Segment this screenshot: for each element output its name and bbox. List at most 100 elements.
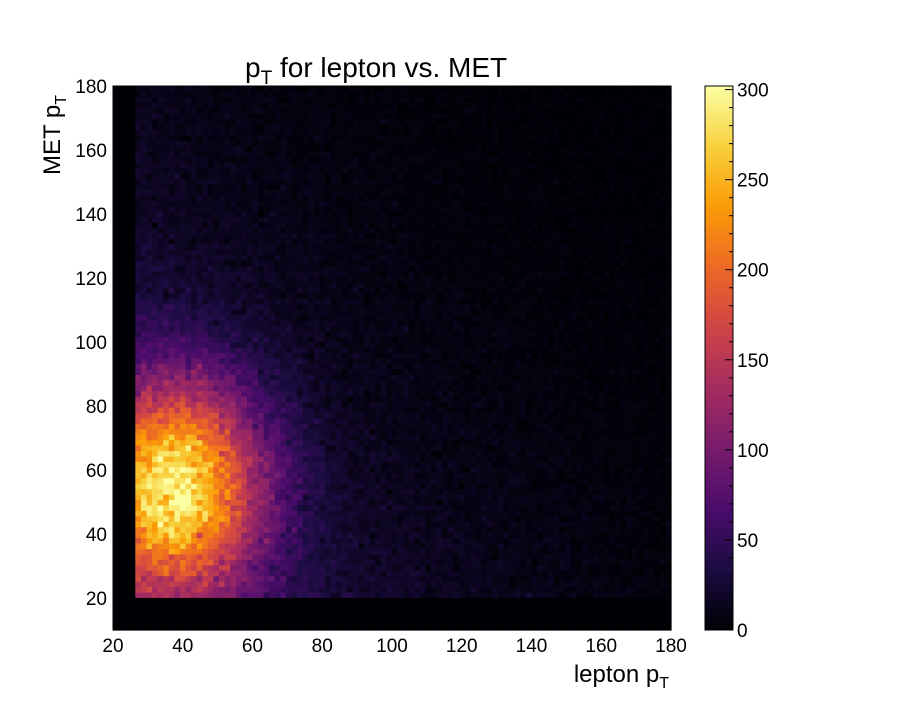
heatmap-cell bbox=[269, 281, 276, 288]
heatmap-cell bbox=[325, 211, 332, 218]
heatmap-cell bbox=[135, 194, 142, 201]
heatmap-cell bbox=[152, 96, 159, 103]
heatmap-cell bbox=[258, 608, 265, 615]
heatmap-cell bbox=[191, 591, 198, 598]
heatmap-cell bbox=[140, 581, 148, 588]
heatmap-cell bbox=[235, 205, 242, 212]
heatmap-cell bbox=[369, 86, 376, 93]
heatmap-cell bbox=[330, 129, 337, 136]
heatmap-cell bbox=[330, 243, 337, 250]
heatmap-cell bbox=[219, 553, 226, 560]
heatmap-cell bbox=[219, 591, 226, 598]
heatmap-cell bbox=[135, 499, 142, 506]
heatmap-cell bbox=[241, 194, 248, 201]
heatmap-cell bbox=[191, 532, 198, 539]
heatmap-cell bbox=[263, 319, 270, 326]
heatmap-cell bbox=[347, 466, 354, 473]
heatmap-cell bbox=[129, 216, 136, 223]
heatmap-cell bbox=[135, 570, 142, 577]
heatmap-cell bbox=[235, 173, 242, 180]
heatmap-cell bbox=[113, 189, 120, 196]
heatmap-cell bbox=[285, 537, 293, 544]
heatmap-cell bbox=[386, 281, 393, 288]
heatmap-cell bbox=[113, 597, 120, 604]
heatmap-cell bbox=[246, 575, 254, 582]
heatmap-cell bbox=[302, 200, 309, 207]
heatmap-cell bbox=[252, 363, 259, 370]
heatmap-cell bbox=[263, 575, 270, 582]
heatmap-cell bbox=[224, 352, 231, 359]
heatmap-cell bbox=[129, 205, 136, 212]
heatmap-cell bbox=[358, 515, 365, 522]
heatmap-cell bbox=[297, 510, 304, 517]
heatmap-cell bbox=[224, 298, 231, 305]
heatmap-cell bbox=[358, 145, 365, 152]
heatmap-cell bbox=[157, 341, 164, 348]
heatmap-cell bbox=[302, 586, 309, 593]
heatmap-cell bbox=[124, 504, 131, 511]
heatmap-cell bbox=[258, 548, 265, 555]
heatmap-cell bbox=[246, 238, 254, 245]
heatmap-cell bbox=[146, 118, 153, 125]
heatmap-cell bbox=[152, 140, 159, 147]
heatmap-cell bbox=[174, 91, 181, 98]
heatmap-cell bbox=[274, 227, 281, 234]
heatmap-cell bbox=[224, 140, 231, 147]
heatmap-cell bbox=[263, 570, 270, 577]
heatmap-cell bbox=[163, 591, 170, 598]
heatmap-cell bbox=[191, 292, 198, 299]
heatmap-cell bbox=[213, 586, 220, 593]
heatmap-cell bbox=[252, 167, 259, 174]
heatmap-cell bbox=[163, 309, 170, 316]
heatmap-cell bbox=[157, 227, 164, 234]
heatmap-cell bbox=[174, 205, 181, 212]
heatmap-cell bbox=[269, 412, 276, 419]
heatmap-cell bbox=[380, 167, 388, 174]
heatmap-cell bbox=[168, 542, 175, 549]
heatmap-cell bbox=[196, 162, 203, 169]
heatmap-cell bbox=[129, 140, 136, 147]
heatmap-cell bbox=[319, 510, 326, 517]
heatmap-cell bbox=[297, 602, 304, 609]
heatmap-cell bbox=[285, 455, 293, 462]
heatmap-cell bbox=[124, 309, 131, 316]
heatmap-cell bbox=[325, 406, 332, 413]
heatmap-cell bbox=[252, 216, 259, 223]
heatmap-cell bbox=[196, 178, 203, 185]
heatmap-cell bbox=[219, 455, 226, 462]
heatmap-cell bbox=[179, 249, 187, 256]
heatmap-cell bbox=[313, 374, 321, 381]
heatmap-cell bbox=[347, 183, 354, 190]
heatmap-cell bbox=[140, 542, 148, 549]
heatmap-cell bbox=[124, 173, 131, 180]
heatmap-cell bbox=[364, 385, 371, 392]
heatmap-cell bbox=[129, 167, 136, 174]
heatmap-cell bbox=[146, 542, 153, 549]
heatmap-cell bbox=[196, 532, 203, 539]
heatmap-cell bbox=[185, 107, 192, 114]
heatmap-cell bbox=[297, 314, 304, 321]
heatmap-cell bbox=[118, 499, 125, 506]
heatmap-cell bbox=[241, 368, 248, 375]
heatmap-cell bbox=[113, 521, 120, 528]
heatmap-cell bbox=[152, 281, 159, 288]
heatmap-cell bbox=[118, 292, 125, 299]
heatmap-cell bbox=[269, 254, 276, 261]
heatmap-cell bbox=[269, 124, 276, 131]
heatmap-cell bbox=[269, 270, 276, 277]
heatmap-cell bbox=[219, 466, 226, 473]
heatmap-cell bbox=[263, 379, 270, 386]
heatmap-cell bbox=[235, 434, 242, 441]
heatmap-cell bbox=[246, 102, 254, 109]
heatmap-cell bbox=[230, 232, 237, 239]
heatmap-cell bbox=[157, 129, 164, 136]
heatmap-cell bbox=[113, 107, 120, 114]
heatmap-cell bbox=[285, 483, 293, 490]
heatmap-cell bbox=[313, 564, 321, 571]
heatmap-cell bbox=[352, 249, 360, 256]
heatmap-cell bbox=[191, 287, 198, 294]
heatmap-cell bbox=[191, 488, 198, 495]
heatmap-cell bbox=[308, 211, 315, 218]
heatmap-cell bbox=[179, 287, 187, 294]
heatmap-cell bbox=[347, 254, 354, 261]
